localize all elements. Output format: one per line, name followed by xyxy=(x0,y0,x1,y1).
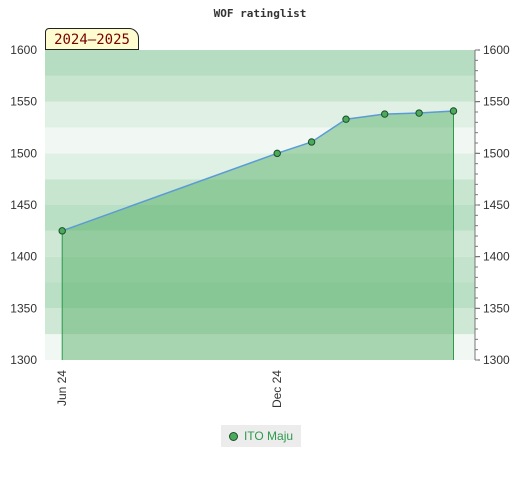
y-tick-label: 1400 xyxy=(10,250,37,264)
y-tick-label-right: 1550 xyxy=(483,95,510,109)
y-tick-label-right: 1350 xyxy=(483,301,510,315)
legend[interactable]: ITO Maju xyxy=(221,425,301,447)
grid-band xyxy=(45,308,475,335)
x-axis: Jun 24 Dec 24 xyxy=(55,370,284,408)
data-point[interactable] xyxy=(415,109,423,117)
y-tick-label: 1500 xyxy=(10,146,37,160)
legend-label: ITO Maju xyxy=(243,429,294,443)
data-point[interactable] xyxy=(273,149,281,158)
data-point[interactable] xyxy=(58,227,66,235)
grid-band xyxy=(45,153,475,180)
grid-band xyxy=(45,179,475,205)
grid-band xyxy=(45,127,475,154)
data-point[interactable] xyxy=(342,115,350,123)
background-bands xyxy=(45,50,475,360)
y-tick-label-right: 1300 xyxy=(483,353,510,367)
y-tick-label: 1300 xyxy=(10,353,37,367)
y-tick-label: 1450 xyxy=(10,198,37,212)
grid-band xyxy=(45,101,475,128)
grid-band xyxy=(45,75,475,102)
series-area xyxy=(62,110,454,360)
season-label: 2024–2025 xyxy=(45,28,139,50)
grid-band xyxy=(45,282,475,309)
legend-marker-icon xyxy=(228,431,238,441)
y-tick-label: 1600 xyxy=(10,43,37,57)
grid-band xyxy=(45,205,475,231)
y-tick-label: 1350 xyxy=(10,301,37,315)
y-tick-label-right: 1500 xyxy=(483,146,510,160)
y-tick-label-right: 1600 xyxy=(483,43,510,57)
x-tick-label: Jun 24 xyxy=(55,370,69,406)
y-axis-left: 1300 1350 1400 1450 1500 1550 1600 xyxy=(10,43,37,367)
grid-band xyxy=(45,334,475,360)
grid-band xyxy=(45,256,475,283)
y-axis-right: 1300 1350 1400 1450 1500 1550 1600 xyxy=(474,43,510,367)
chart-title: WOF ratinglist xyxy=(214,7,307,20)
data-point[interactable] xyxy=(381,110,389,118)
data-point[interactable] xyxy=(307,138,316,146)
y-tick-label: 1550 xyxy=(10,95,37,109)
grid-band xyxy=(45,230,475,257)
y-tick-label-right: 1450 xyxy=(483,198,510,212)
y-tick-label-right: 1400 xyxy=(483,250,510,264)
grid-band xyxy=(45,50,475,76)
data-points xyxy=(58,107,458,235)
x-tick-label: Dec 24 xyxy=(270,370,284,408)
data-point[interactable] xyxy=(449,107,458,115)
